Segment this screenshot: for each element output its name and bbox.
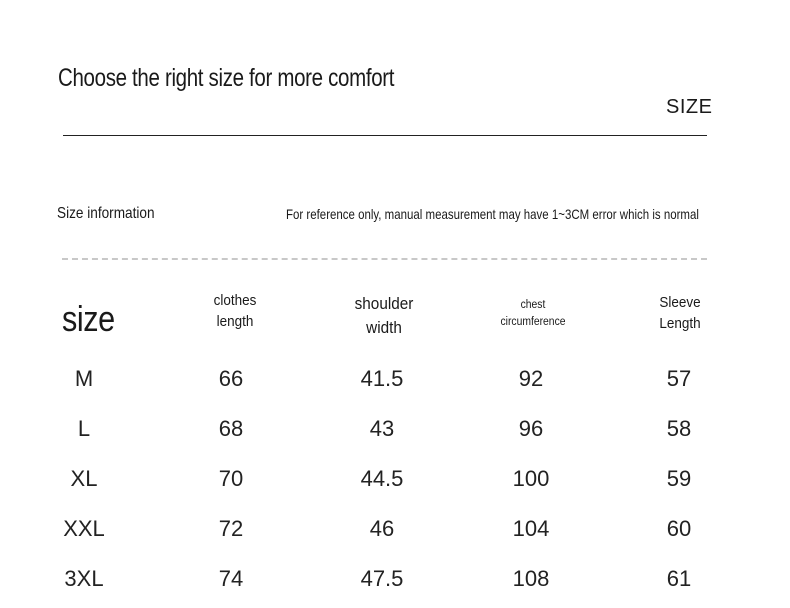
clothes-length-cell: 68 — [218, 416, 244, 441]
shoulder-width-cell: 47.5 — [360, 566, 404, 591]
sleeve-length-cell: 61 — [666, 566, 692, 591]
chest-cell: 92 — [518, 366, 544, 391]
page-title: Choose the right size for more comfort — [58, 64, 395, 92]
shoulder-width-cell: 41.5 — [360, 366, 404, 391]
title-divider — [63, 135, 707, 136]
header-line: clothes — [213, 292, 257, 309]
sleeve-length-cell: 59 — [666, 466, 692, 491]
sleeve-length-cell: 58 — [666, 416, 692, 441]
header-line: chest — [520, 299, 546, 311]
chest-cell: 100 — [512, 466, 550, 491]
clothes-length-cell: 66 — [218, 366, 244, 391]
header-sleeve-length: Sleeve Length — [640, 292, 721, 334]
header-line: length — [216, 313, 254, 330]
header-line: shoulder — [354, 294, 414, 313]
header-line: width — [366, 317, 402, 337]
size-information-label: Size information — [57, 205, 155, 222]
clothes-length-cell: 72 — [218, 516, 244, 541]
size-cell: XXL — [63, 516, 105, 541]
shoulder-width-cell: 43 — [369, 416, 395, 441]
header-chest-circumference: chest circumference — [488, 297, 578, 330]
chest-cell: 108 — [512, 566, 550, 591]
shoulder-width-cell: 46 — [369, 516, 395, 541]
header-clothes-length: clothes length — [195, 290, 276, 332]
clothes-length-cell: 74 — [218, 566, 244, 591]
chest-cell: 104 — [512, 516, 550, 541]
size-column-header: size — [62, 298, 115, 339]
size-cell: M — [74, 366, 94, 391]
dashed-divider — [62, 258, 707, 260]
header-line: Sleeve — [659, 294, 701, 311]
clothes-length-cell: 70 — [218, 466, 244, 491]
header-line: circumference — [500, 315, 566, 328]
size-cell: 3XL — [64, 566, 104, 591]
reference-note: For reference only, manual measurement m… — [286, 206, 699, 222]
shoulder-width-cell: 44.5 — [360, 466, 404, 491]
header-line: Length — [659, 315, 701, 332]
header-shoulder-width: shoulder width — [339, 292, 429, 340]
size-heading: SIZE — [666, 96, 713, 118]
sleeve-length-cell: 60 — [666, 516, 692, 541]
size-cell: L — [77, 416, 91, 441]
size-cell: XL — [70, 466, 98, 491]
sleeve-length-cell: 57 — [666, 366, 692, 391]
chest-cell: 96 — [518, 416, 544, 441]
